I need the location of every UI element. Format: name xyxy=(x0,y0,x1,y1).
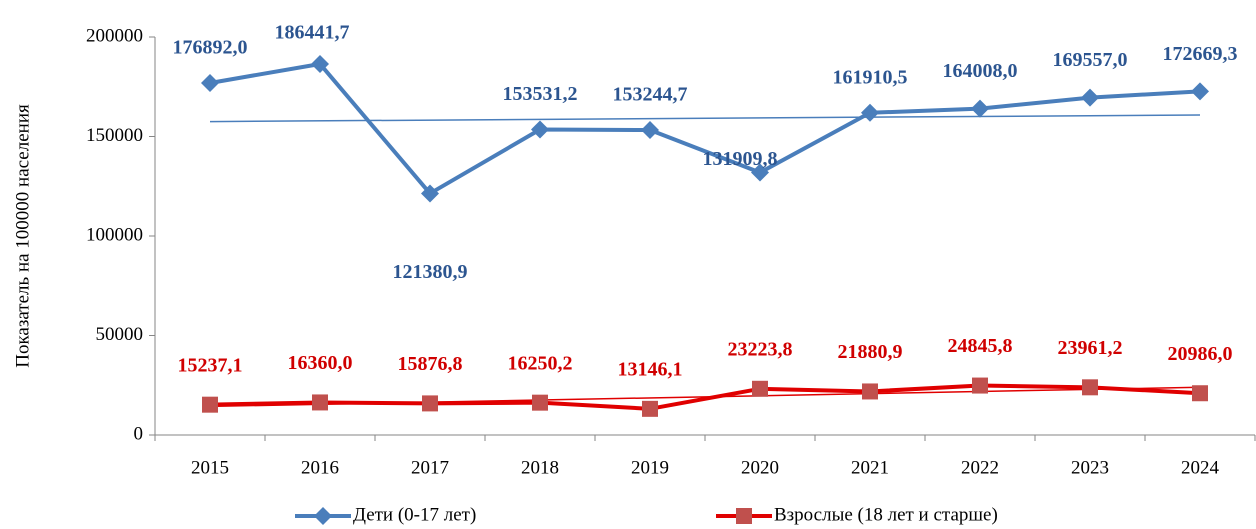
data-point xyxy=(752,380,768,397)
data-label: 21880,9 xyxy=(838,341,903,363)
y-tick-label: 50000 xyxy=(96,324,144,345)
x-tick-label: 2022 xyxy=(961,457,999,478)
data-label: 172669,3 xyxy=(1163,43,1238,65)
data-label: 16360,0 xyxy=(288,352,353,374)
data-point xyxy=(312,394,328,411)
x-tick-label: 2021 xyxy=(851,457,889,478)
data-label: 131909,8 xyxy=(703,148,778,170)
data-label: 169557,0 xyxy=(1053,49,1128,71)
data-label: 186441,7 xyxy=(275,22,350,44)
x-tick-label: 2024 xyxy=(1181,457,1220,478)
data-point xyxy=(422,395,438,412)
data-point xyxy=(532,394,548,411)
data-label: 164008,0 xyxy=(943,60,1018,82)
data-point xyxy=(862,383,878,400)
data-label: 153244,7 xyxy=(613,84,688,106)
data-label: 23961,2 xyxy=(1058,337,1123,359)
data-label: 153531,2 xyxy=(503,83,578,105)
legend-label: Взрослые (18 лет и старше) xyxy=(774,504,998,525)
trend-line xyxy=(209,114,1201,123)
data-point xyxy=(531,120,549,139)
data-point xyxy=(202,396,218,413)
data-point xyxy=(1192,385,1208,402)
data-label: 16250,2 xyxy=(508,352,573,374)
y-tick-label: 0 xyxy=(134,423,144,444)
x-tick-label: 2018 xyxy=(521,457,559,478)
data-label: 24845,8 xyxy=(948,335,1013,357)
x-tick-label: 2023 xyxy=(1071,457,1109,478)
data-label: 15237,1 xyxy=(178,354,243,376)
data-label: 161910,5 xyxy=(833,66,908,88)
x-tick-label: 2019 xyxy=(631,457,669,478)
data-point xyxy=(1082,379,1098,396)
y-tick-label: 150000 xyxy=(86,125,143,146)
y-axis-label: Показатель на 100000 населения xyxy=(12,104,33,368)
data-label: 15876,8 xyxy=(398,353,463,375)
x-tick-label: 2016 xyxy=(301,457,339,478)
x-tick-label: 2015 xyxy=(191,457,229,478)
series-line xyxy=(209,61,1201,196)
data-point xyxy=(861,103,879,122)
data-point xyxy=(311,54,329,73)
x-tick-label: 2017 xyxy=(411,457,449,478)
data-label: 121380,9 xyxy=(393,261,468,283)
data-point xyxy=(421,184,439,203)
data-point xyxy=(751,163,769,182)
legend-marker xyxy=(736,508,752,524)
data-label: 176892,0 xyxy=(173,37,248,59)
y-tick-label: 200000 xyxy=(86,25,143,46)
data-point xyxy=(1081,88,1099,107)
x-tick-label: 2020 xyxy=(741,457,779,478)
data-point xyxy=(642,400,658,417)
data-label: 13146,1 xyxy=(618,358,683,380)
data-point xyxy=(972,377,988,394)
data-label: 23223,8 xyxy=(728,338,793,360)
data-label: 20986,0 xyxy=(1168,343,1233,365)
series-line xyxy=(209,383,1201,411)
legend-marker xyxy=(314,507,332,525)
data-point xyxy=(971,99,989,118)
y-tick-label: 100000 xyxy=(86,224,143,245)
data-point xyxy=(201,73,219,92)
data-point xyxy=(1191,82,1209,101)
legend-label: Дети (0-17 лет) xyxy=(353,504,476,525)
data-point xyxy=(641,121,659,140)
